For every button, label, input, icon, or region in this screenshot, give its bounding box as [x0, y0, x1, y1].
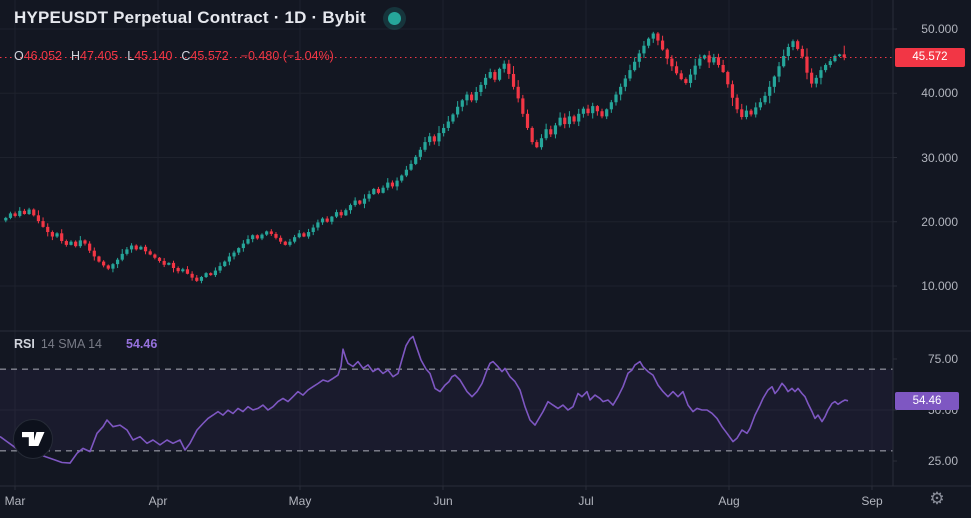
- price-axis-label: 30.000: [921, 150, 958, 165]
- chart-legend-header: HYPEUSDT Perpetual Contract · 1D · Bybit: [14, 8, 401, 28]
- time-axis-label: Aug: [718, 494, 740, 508]
- rsi-indicator-value: 54.46: [126, 337, 158, 351]
- rsi-indicator-params: 14 SMA 14: [40, 337, 102, 351]
- rsi-line: [0, 335, 849, 464]
- time-axis-label: Jun: [433, 494, 453, 508]
- rsi-value-badge: 54.46: [895, 391, 959, 410]
- ohlc-open: O46.052: [14, 49, 62, 63]
- tradingview-logo-glyph: [22, 432, 45, 446]
- time-axis-label: Apr: [148, 494, 168, 508]
- ohlc-close: C45.572: [181, 49, 229, 63]
- candlestick-series: [4, 31, 846, 284]
- time-axis-label: May: [288, 494, 312, 508]
- market-status-dot-icon[interactable]: [387, 11, 401, 25]
- last-price-badge: 45.572: [895, 47, 965, 67]
- price-change: −0.480 (−1.04%): [240, 49, 334, 63]
- tradingview-logo[interactable]: [13, 419, 53, 459]
- ohlc-row: O46.052 H47.405 L45.140 C45.572 −0.480 (…: [14, 49, 334, 63]
- rsi-axis-label: 75.00: [927, 351, 958, 366]
- ohlc-low: L45.140: [127, 49, 173, 63]
- rsi-indicator-name: RSI: [14, 337, 35, 351]
- rsi-axis-label: 25.00: [927, 454, 958, 469]
- price-axis-label: 20.000: [921, 214, 958, 229]
- time-axis-label: Sep: [861, 494, 883, 508]
- time-axis-label: Mar: [4, 494, 26, 508]
- symbol-title: HYPEUSDT Perpetual Contract · 1D · Bybit: [14, 8, 366, 27]
- rsi-indicator-legend[interactable]: RSI 14 SMA 14 54.46: [14, 337, 157, 351]
- price-axis-label: 10.000: [921, 279, 958, 293]
- timezone-settings-gear-icon[interactable]: ⚙: [929, 489, 945, 509]
- time-axis-label: Jul: [578, 494, 594, 508]
- ohlc-high: H47.405: [70, 49, 119, 63]
- price-axis-label: 40.000: [921, 86, 958, 101]
- price-axis-label: 50.000: [921, 22, 958, 36]
- rsi-band-fill: [0, 369, 893, 451]
